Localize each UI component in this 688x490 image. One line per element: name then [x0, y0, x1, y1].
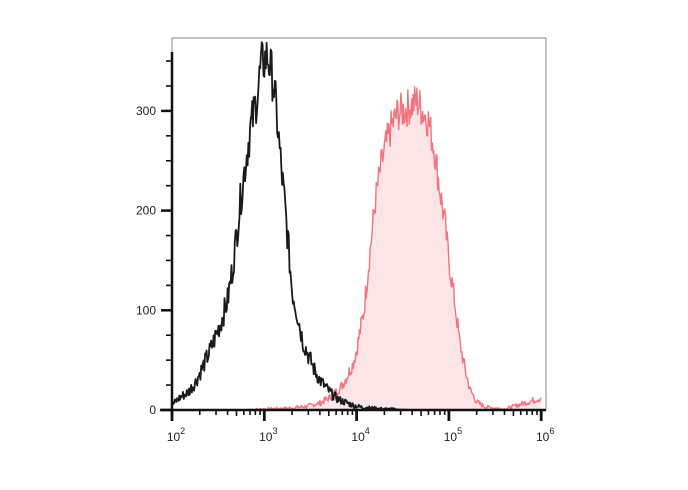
y-tick-label: 300	[136, 104, 156, 118]
y-tick-label: 100	[136, 303, 156, 317]
x-tick-label: 104	[351, 426, 369, 444]
series-layer	[171, 41, 542, 411]
y-tick-label: 0	[149, 403, 156, 417]
y-axis: 0 100 200 300	[136, 52, 174, 417]
x-tick-label: 106	[536, 426, 554, 444]
x-axis: 102 103 104 105 106	[160, 408, 554, 444]
series-fill-stained	[236, 86, 542, 411]
x-tick-label: 105	[444, 426, 462, 444]
x-tick-label: 102	[167, 426, 185, 444]
y-tick-label: 200	[136, 204, 156, 218]
x-tick-label: 103	[259, 426, 277, 444]
